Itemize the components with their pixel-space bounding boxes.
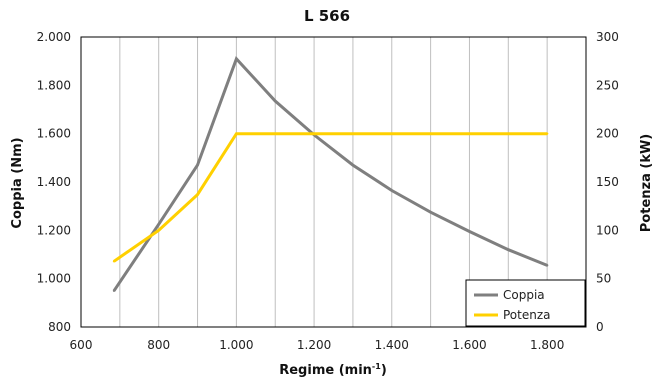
y-left-axis-title: Coppia (Nm): [10, 137, 25, 228]
y-right-tick-label: 50: [596, 272, 611, 286]
series-line-potenza: [113, 132, 548, 263]
data-point-coppia: [157, 223, 160, 226]
legend-label-coppia: Coppia: [503, 288, 545, 302]
y-left-tick-label: 1.000: [37, 272, 71, 286]
data-point-potenza: [507, 132, 510, 135]
data-point-potenza: [274, 132, 277, 135]
x-axis-title: Regime (min-1): [279, 362, 387, 378]
y-left-tick-label: 1.200: [37, 223, 71, 237]
y-left-tick-label: 1.400: [37, 175, 71, 189]
grid-layer: [119, 37, 548, 327]
chart-title: L 566: [304, 7, 350, 25]
y-left-tick-label: 800: [48, 320, 71, 334]
y-right-tick-labels: 0 50 100 150 200 250 300: [596, 30, 619, 334]
x-axis-title-superscript: -1: [372, 362, 381, 371]
data-point-potenza: [429, 132, 432, 135]
data-point-potenza: [157, 229, 160, 232]
series-line-coppia: [112, 55, 548, 292]
legend-label-potenza: Potenza: [503, 308, 551, 322]
data-point-potenza: [312, 132, 316, 135]
data-point-potenza: [390, 132, 393, 135]
y-left-tick-label: 1.600: [37, 127, 71, 141]
x-tick-label: 1.800: [530, 338, 564, 352]
data-point-coppia: [507, 248, 510, 251]
y-right-tick-label: 250: [596, 78, 619, 92]
x-tick-label: 1.600: [452, 338, 486, 352]
y-right-tick-label: 0: [596, 320, 604, 334]
y-right-tick-label: 300: [596, 30, 619, 44]
data-point-potenza: [196, 193, 199, 196]
y-right-tick-label: 100: [596, 223, 619, 237]
data-point-coppia: [351, 163, 355, 167]
data-point-coppia: [390, 189, 393, 192]
x-tick-label: 1.400: [375, 338, 409, 352]
data-point-coppia: [196, 163, 199, 167]
y-left-tick-labels: 800 1.000 1.200 1.400 1.600 1.800 2.000: [37, 30, 71, 334]
y-right-tick-label: 200: [596, 127, 619, 141]
y-left-tick-label: 1.800: [37, 78, 71, 92]
data-point-coppia: [545, 264, 549, 267]
x-axis-title-suffix: ): [381, 363, 387, 378]
legend-box: [465, 279, 586, 327]
x-tick-label: 1.000: [219, 338, 253, 352]
x-axis-title-main: Regime (min: [279, 363, 372, 378]
data-point-coppia: [468, 230, 471, 233]
x-tick-label: 1.200: [297, 338, 331, 352]
series-layer: [112, 55, 549, 292]
data-point-coppia: [429, 211, 432, 214]
x-tick-label: 600: [70, 338, 93, 352]
data-point-potenza: [351, 132, 355, 135]
data-point-coppia: [235, 57, 238, 60]
legend: Coppia Potenza: [465, 279, 586, 327]
data-point-coppia: [112, 289, 116, 292]
data-point-potenza: [468, 132, 471, 135]
data-point-potenza: [235, 132, 238, 135]
data-point-potenza: [112, 260, 116, 263]
x-tick-labels: 600 800 1.000 1.200 1.400 1.600 1.800: [70, 338, 565, 352]
y-right-tick-label: 150: [596, 175, 619, 189]
y-right-axis-title: Potenza (kW): [639, 134, 654, 232]
data-point-potenza: [545, 132, 549, 135]
y-left-tick-label: 2.000: [37, 30, 71, 44]
plot-area-border: [80, 36, 587, 328]
data-point-coppia: [274, 99, 277, 103]
x-tick-label: 800: [147, 338, 170, 352]
